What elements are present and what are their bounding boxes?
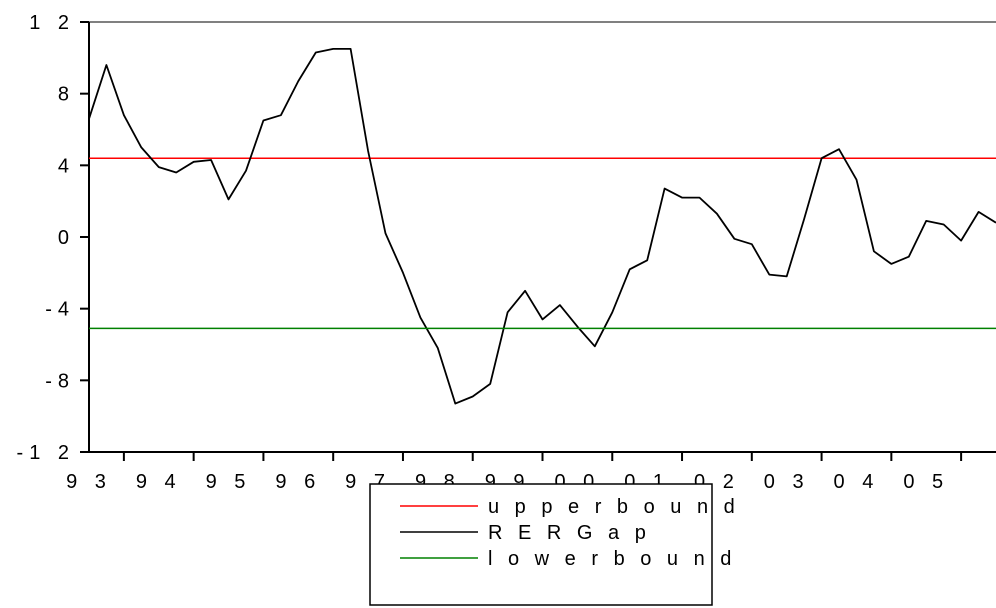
legend-label-upperbound: u p p e r b o u n d <box>488 496 740 518</box>
x-tick-label: 9 6 <box>275 471 321 493</box>
legend-label-rergap: R E R G a p <box>488 522 651 544</box>
plot-area <box>88 21 996 453</box>
y-tick-label: 1 2 <box>29 12 75 34</box>
y-tick-label: -1 2 <box>17 442 75 464</box>
x-tick-label: 0 4 <box>834 471 880 493</box>
legend: u p p e r b o u n d R E R G a p l o w e r … <box>369 483 740 606</box>
y-axis-ticks: -1 2 -8 -4 0 4 8 1 2 <box>17 12 89 464</box>
x-tick-label: 9 4 <box>136 471 182 493</box>
x-tick-label: 9 5 <box>206 471 252 493</box>
y-tick-label: 0 <box>58 227 75 249</box>
x-tick-label: 0 3 <box>764 471 810 493</box>
y-tick-label: -8 <box>45 370 75 392</box>
y-tick-label: -4 <box>45 299 75 321</box>
legend-box <box>369 483 713 606</box>
y-tick-label: 4 <box>58 155 75 177</box>
y-tick-label: 8 <box>58 84 75 106</box>
legend-label-lowerbound: l o w e r b o u n d <box>488 548 736 570</box>
series-line-rergap <box>88 48 996 405</box>
x-tick-label: 9 3 <box>66 471 112 493</box>
series-layer <box>88 48 996 405</box>
x-tick-label: 0 5 <box>903 471 949 493</box>
